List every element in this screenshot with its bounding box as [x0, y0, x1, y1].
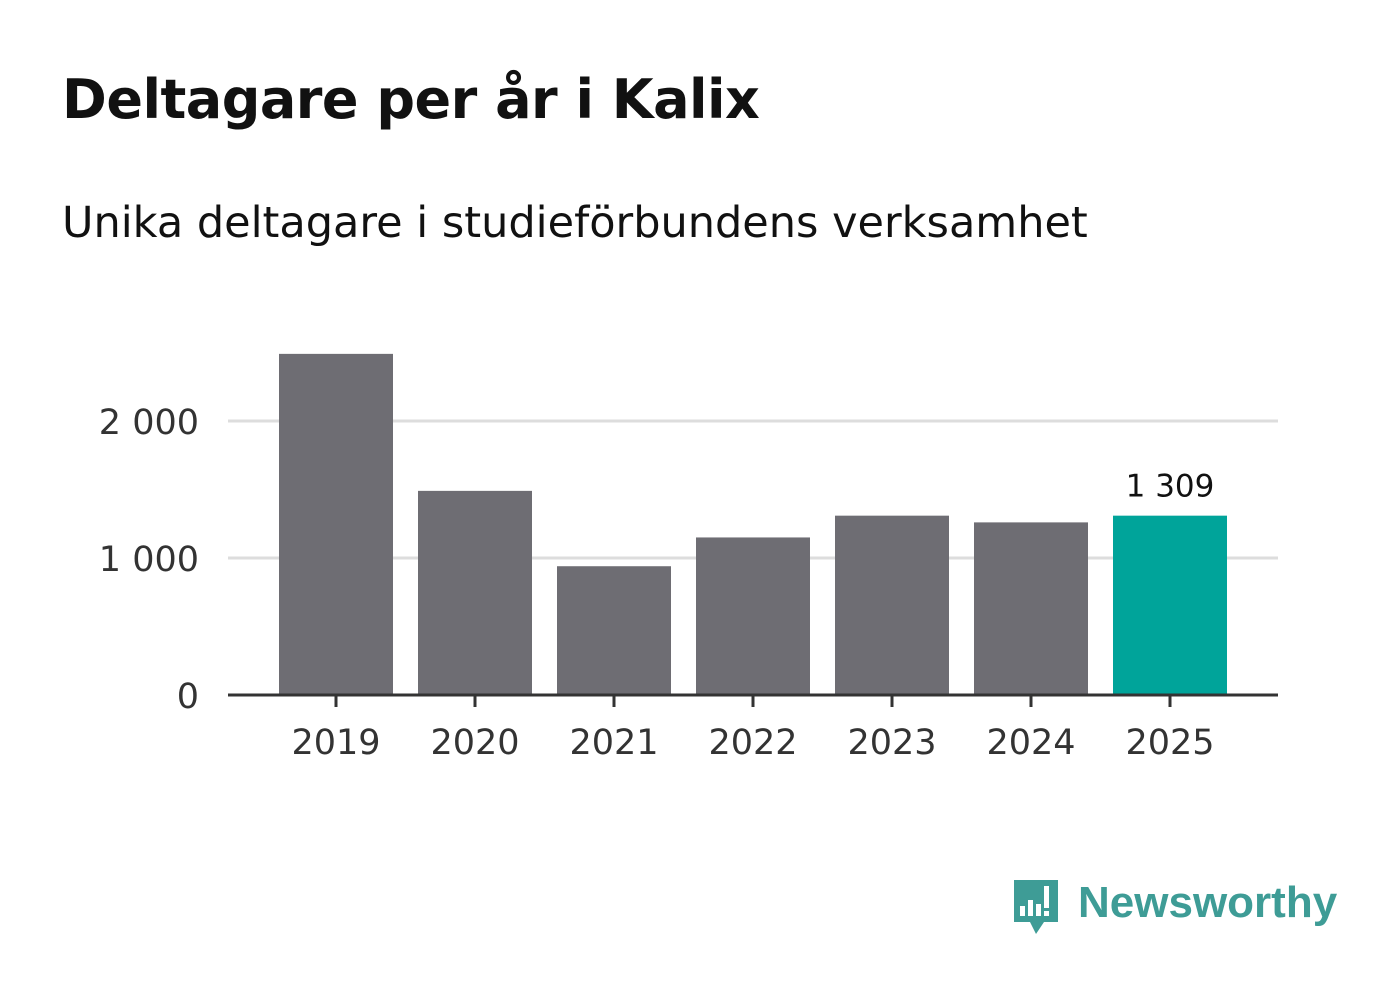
x-tick-label: 2021	[569, 723, 658, 763]
data-label: 1 309	[1126, 469, 1215, 505]
y-tick-label: 2 000	[99, 403, 199, 443]
x-tick-label: 2020	[430, 723, 519, 763]
x-tick-label: 2025	[1125, 723, 1214, 763]
bar-2025	[1113, 515, 1227, 695]
x-tick-label: 2023	[847, 723, 936, 763]
brand: Newsworthy	[1010, 876, 1337, 940]
x-tick-label: 2022	[708, 723, 797, 763]
chart-title: Deltagare per år i Kalix	[62, 68, 760, 131]
bar-2022	[696, 537, 810, 695]
bar-2023	[835, 515, 949, 695]
y-tick-label: 0	[177, 677, 199, 717]
bar-2020	[418, 490, 532, 695]
y-tick-label: 1 000	[99, 540, 199, 580]
brand-name: Newsworthy	[1078, 878, 1338, 927]
bar-2024	[974, 522, 1088, 695]
x-tick-label: 2024	[986, 723, 1075, 763]
bar-2021	[557, 566, 671, 695]
chart-subtitle: Unika deltagare i studieförbundens verks…	[62, 198, 1088, 248]
x-tick-label: 2019	[291, 723, 380, 763]
bar-2019	[279, 353, 393, 695]
bar-chart-bubble-icon	[1014, 880, 1058, 934]
